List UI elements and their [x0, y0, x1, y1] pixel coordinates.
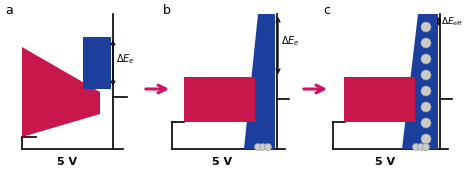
Circle shape — [421, 86, 431, 96]
Circle shape — [421, 22, 431, 32]
Polygon shape — [22, 47, 100, 137]
Circle shape — [421, 102, 431, 112]
Text: $\Delta E_e$: $\Delta E_e$ — [281, 35, 300, 48]
Polygon shape — [83, 37, 111, 89]
Circle shape — [259, 144, 266, 150]
Text: a: a — [5, 4, 13, 17]
Text: c: c — [323, 4, 330, 17]
Circle shape — [421, 70, 431, 80]
Text: 5 V: 5 V — [212, 157, 232, 167]
Polygon shape — [344, 77, 415, 122]
Circle shape — [264, 144, 272, 150]
Circle shape — [255, 144, 262, 150]
Text: 5 V: 5 V — [57, 157, 77, 167]
Circle shape — [421, 38, 431, 48]
Circle shape — [412, 144, 419, 150]
Circle shape — [421, 134, 431, 144]
Circle shape — [421, 118, 431, 128]
Text: $\Delta E_e$: $\Delta E_e$ — [116, 52, 135, 66]
Polygon shape — [184, 77, 255, 122]
Polygon shape — [244, 14, 275, 149]
Text: b: b — [163, 4, 171, 17]
Text: 5 V: 5 V — [375, 157, 395, 167]
Circle shape — [422, 144, 429, 150]
Circle shape — [418, 144, 425, 150]
Polygon shape — [402, 14, 438, 149]
Circle shape — [421, 54, 431, 64]
Text: $\Delta E_\mathrm{eff}$: $\Delta E_\mathrm{eff}$ — [441, 15, 464, 28]
